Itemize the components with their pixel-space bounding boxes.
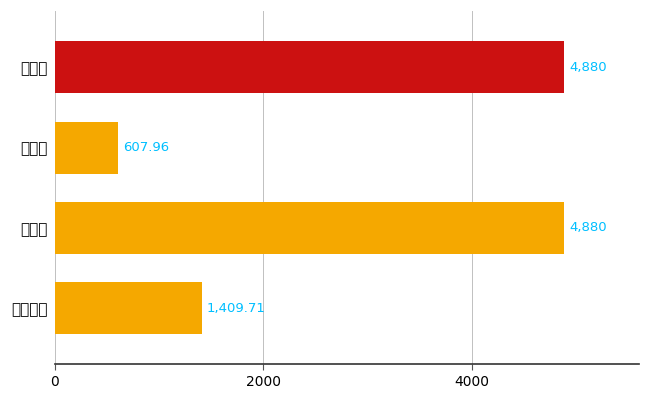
Bar <box>55 282 201 334</box>
Text: 4,880: 4,880 <box>569 61 606 74</box>
Bar <box>55 122 118 174</box>
Text: 607.96: 607.96 <box>124 141 170 154</box>
Bar <box>55 41 564 94</box>
Text: 1,409.71: 1,409.71 <box>207 302 266 315</box>
Text: 4,880: 4,880 <box>569 222 606 234</box>
Bar <box>55 202 564 254</box>
